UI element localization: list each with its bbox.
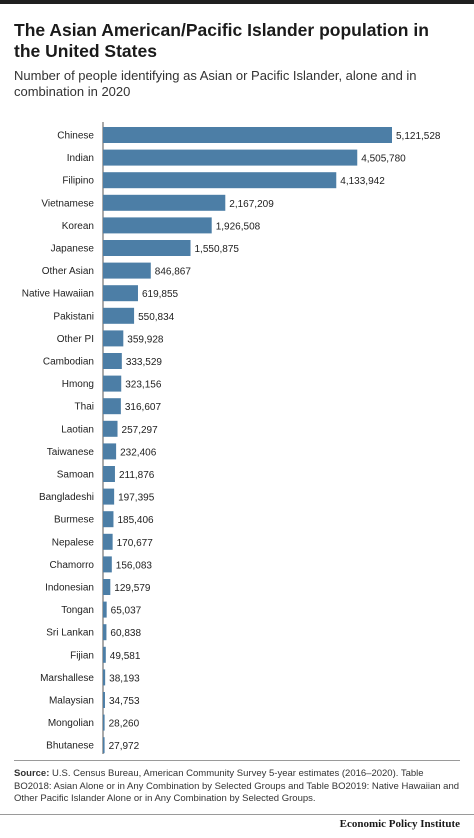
- category-label: Thai: [75, 402, 94, 413]
- category-label: Mongolian: [48, 718, 94, 729]
- category-label: Japanese: [51, 244, 95, 255]
- category-label: Chamorro: [50, 560, 95, 571]
- value-label: 60,838: [110, 628, 141, 639]
- bar: [103, 353, 122, 369]
- bar: [103, 579, 111, 595]
- value-label: 34,753: [109, 696, 140, 707]
- bar: [103, 127, 392, 143]
- value-label: 550,834: [138, 312, 175, 323]
- category-label: Indian: [67, 153, 94, 164]
- value-label: 28,260: [109, 719, 140, 730]
- bar: [103, 398, 121, 415]
- bar: [103, 194, 226, 211]
- category-label: Tongan: [61, 605, 94, 616]
- bar: [103, 601, 107, 618]
- category-label: Bhutanese: [46, 741, 94, 752]
- bar: [103, 420, 118, 437]
- bar: [103, 556, 112, 573]
- category-label: Hmong: [62, 379, 94, 390]
- top-rule: [0, 0, 474, 4]
- bar: [103, 466, 115, 482]
- category-label: Other PI: [57, 334, 94, 345]
- brand-logo-text: Economic Policy Institute: [339, 818, 460, 830]
- bar-chart: Chinese 5,121,528 Indian 4,505,780 Filipino 4…: [22, 122, 441, 754]
- category-label: Malaysian: [49, 696, 94, 707]
- bar: [103, 149, 358, 166]
- value-label: 65,037: [111, 606, 142, 617]
- value-label: 185,406: [117, 515, 154, 526]
- footer-rule: [0, 814, 474, 815]
- bar: [103, 669, 106, 686]
- value-label: 156,083: [116, 560, 153, 571]
- category-label: Pakistani: [53, 311, 94, 322]
- bar: [103, 307, 135, 324]
- category-label: Native Hawaiian: [22, 289, 94, 300]
- bar: [103, 692, 105, 708]
- value-label: 2,167,209: [229, 199, 274, 210]
- bar: [103, 262, 151, 279]
- category-label: Cambodian: [43, 357, 94, 368]
- value-label: 333,529: [126, 357, 163, 368]
- category-label: Laotian: [61, 424, 94, 435]
- value-label: 1,926,508: [216, 221, 261, 232]
- category-label: Taiwanese: [47, 447, 95, 458]
- bar: [103, 443, 117, 460]
- value-label: 4,133,942: [340, 176, 385, 187]
- chart-subtitle: Number of people identifying as Asian or…: [14, 68, 417, 99]
- bar: [103, 533, 113, 550]
- bar: [103, 646, 106, 663]
- value-label: 5,121,528: [396, 131, 441, 142]
- bar: [103, 511, 114, 528]
- category-label: Chinese: [57, 131, 94, 142]
- category-label: Burmese: [54, 515, 94, 526]
- bar: [103, 240, 191, 256]
- value-label: 619,855: [142, 289, 179, 300]
- category-label: Other Asian: [42, 266, 94, 277]
- bar: [103, 285, 138, 302]
- category-label: Bangladeshi: [39, 492, 94, 503]
- bar: [103, 217, 212, 234]
- category-label: Marshallese: [40, 673, 94, 684]
- source-label: Source:: [14, 768, 50, 779]
- category-label: Indonesian: [45, 583, 94, 594]
- value-label: 38,193: [109, 673, 140, 684]
- category-label: Nepalese: [52, 537, 95, 548]
- bar: [103, 737, 105, 754]
- value-label: 1,550,875: [195, 244, 240, 255]
- category-label: Filipino: [62, 176, 94, 187]
- value-label: 846,867: [155, 267, 192, 278]
- value-label: 257,297: [122, 425, 159, 436]
- value-label: 197,395: [118, 493, 155, 504]
- bar: [103, 375, 122, 392]
- category-label: Vietnamese: [41, 198, 94, 209]
- source-note: Source: U.S. Census Bureau, American Com…: [14, 768, 460, 806]
- bar: [103, 172, 337, 189]
- category-label: Sri Lankan: [46, 628, 94, 639]
- value-label: 129,579: [114, 583, 151, 594]
- value-label: 316,607: [125, 402, 162, 413]
- bar: [103, 624, 107, 641]
- category-label: Korean: [62, 221, 94, 232]
- value-label: 323,156: [125, 380, 162, 391]
- value-label: 211,876: [119, 470, 155, 481]
- value-label: 4,505,780: [361, 154, 406, 165]
- category-label: Fijian: [70, 650, 94, 661]
- value-label: 232,406: [120, 447, 157, 458]
- value-label: 49,581: [110, 651, 141, 662]
- bar: [103, 330, 124, 347]
- bar: [103, 488, 115, 505]
- category-label: Samoan: [57, 470, 94, 481]
- chart-title: The Asian American/Pacific Islander popu…: [14, 20, 429, 61]
- value-label: 170,677: [117, 538, 154, 549]
- source-text: U.S. Census Bureau, American Community S…: [14, 768, 460, 804]
- bar: [103, 714, 105, 731]
- source-divider: [14, 760, 460, 761]
- value-label: 27,972: [109, 741, 140, 752]
- value-label: 359,928: [127, 334, 164, 345]
